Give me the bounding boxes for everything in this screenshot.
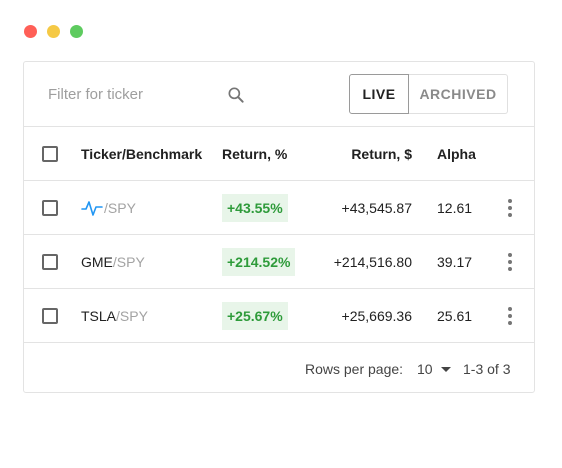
row-checkbox[interactable] [42,307,58,324]
pagination-range: 1-3 of 3 [463,361,511,377]
more-vert-icon[interactable] [504,252,516,271]
return-pct-badge: +214.52% [222,247,296,276]
ticker-symbol: GME [81,253,113,270]
pulse-icon [81,200,103,216]
ticker-symbol: TSLA [81,307,117,324]
more-vert-icon[interactable] [504,306,516,325]
ticker-cell: TSLA /SPY [81,289,148,342]
minimize-window-button[interactable] [47,25,60,38]
table-toolbar: LIVE ARCHIVED [24,62,534,127]
ticker-filter-input[interactable] [48,82,218,106]
ticker-cell: /SPY [81,181,136,234]
header-ticker[interactable]: Ticker/Benchmark [81,145,203,162]
row-checkbox[interactable] [42,253,58,270]
rows-per-page-value: 10 [417,361,433,377]
positions-table-card: LIVE ARCHIVED Ticker/Benchmark Return, %… [23,61,535,393]
row-checkbox[interactable] [42,199,58,216]
alpha-value: 39.17 [437,253,473,270]
benchmark-label: /SPY [116,307,148,324]
more-vert-icon[interactable] [504,198,516,217]
return-usd-value: +214,516.80 [333,253,412,270]
rows-per-page-select[interactable]: 10 [417,361,451,377]
live-archived-toggle: LIVE ARCHIVED [349,74,508,114]
tab-live[interactable]: LIVE [349,74,409,114]
header-alpha[interactable]: Alpha [437,145,476,162]
caret-down-icon [440,366,451,372]
window-controls [24,25,83,38]
table-row[interactable]: TSLA /SPY +25.67% +25,669.36 25.61 [24,289,534,343]
return-usd-value: +25,669.36 [341,307,412,324]
return-pct-badge: +25.67% [222,301,288,330]
rows-per-page-label: Rows per page: [305,361,404,377]
pagination-footer: Rows per page: 10 1-3 of 3 [24,343,534,397]
ticker-cell: GME /SPY [81,235,145,288]
search-icon[interactable] [226,85,246,105]
benchmark-label: /SPY [104,199,136,216]
header-return-usd[interactable]: Return, $ [351,145,412,162]
benchmark-label: /SPY [112,253,145,270]
tab-archived[interactable]: ARCHIVED [409,74,508,114]
table-header-row: Ticker/Benchmark Return, % Return, $ Alp… [24,127,534,181]
select-all-checkbox[interactable] [42,145,58,162]
return-usd-value: +43,545.87 [341,199,412,216]
return-pct-badge: +43.55% [222,193,288,222]
close-window-button[interactable] [24,25,37,38]
alpha-value: 25.61 [437,307,473,324]
table-row[interactable]: GME /SPY +214.52% +214,516.80 39.17 [24,235,534,289]
header-return-pct[interactable]: Return, % [222,145,288,162]
maximize-window-button[interactable] [70,25,83,38]
alpha-value: 12.61 [437,199,473,216]
table-row[interactable]: /SPY +43.55% +43,545.87 12.61 [24,181,534,235]
